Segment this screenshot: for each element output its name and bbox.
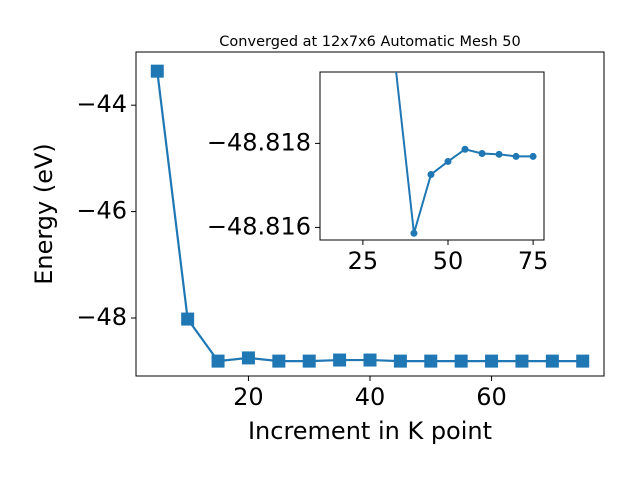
marker [461,145,469,153]
marker [272,354,286,368]
y-tick-label: −44 [76,90,127,118]
x-tick-label: 25 [348,247,379,275]
y-tick-label: −46 [76,197,127,225]
marker [211,354,225,368]
chart-title: Converged at 12x7x6 Automatic Mesh 50 [219,34,520,50]
marker [363,353,377,367]
marker [181,312,195,326]
marker [410,229,418,237]
marker [495,150,503,158]
y-tick-label: −48.818 [207,128,311,156]
y-tick-label: −48 [76,303,127,331]
marker [512,152,520,160]
x-tick-label: 60 [476,383,507,411]
x-tick-label: 75 [518,247,549,275]
y-axis-label: Energy (eV) [30,143,58,285]
series-group [150,64,590,368]
marker [427,170,435,178]
marker [333,353,347,367]
x-tick-label: 40 [355,383,386,411]
marker [302,354,316,368]
marker [444,157,452,165]
marker [576,354,590,368]
marker [150,64,164,78]
marker [241,351,255,365]
marker [393,354,407,368]
x-tick-label: 20 [233,383,264,411]
marker [478,149,486,157]
marker [529,152,537,160]
marker [424,354,438,368]
x-axis-label: Increment in K point [248,417,492,445]
x-tick-label: 50 [433,247,464,275]
marker [515,354,529,368]
marker [454,354,468,368]
marker [485,354,499,368]
series-group [395,72,537,237]
y-tick-label: −48.816 [207,212,311,240]
marker [545,354,559,368]
